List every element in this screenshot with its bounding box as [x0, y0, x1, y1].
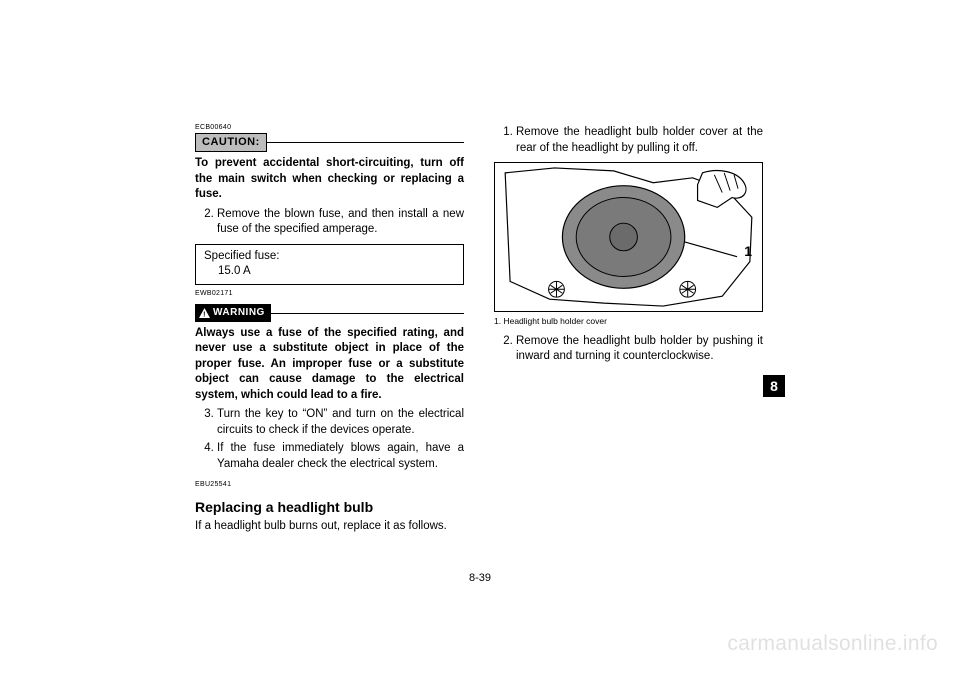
right-column: Remove the headlight bulb holder cover a… — [494, 123, 763, 538]
headlight-illustration — [495, 163, 762, 311]
warning-label: WARNING — [213, 306, 265, 320]
warning-triangle-icon: ! — [199, 308, 210, 318]
right-step-2: Remove the headlight bulb holder by push… — [516, 334, 763, 365]
step-4: If the fuse immediately blows again, hav… — [217, 441, 464, 472]
figure-callout-1: 1 — [744, 242, 752, 261]
section-refcode: EBU25541 — [195, 480, 464, 489]
figure-headlight-cover: 1 — [494, 162, 763, 312]
caution-rule — [267, 142, 464, 143]
caution-bar: CAUTION: — [195, 133, 464, 152]
chapter-tab: 8 — [763, 375, 785, 397]
warning-text: Always use a fuse of the specified ratin… — [195, 326, 464, 404]
step-2: Remove the blown fuse, and then install … — [217, 207, 464, 238]
figure-caption: 1. Headlight bulb holder cover — [494, 316, 763, 327]
page-number: 8-39 — [469, 572, 491, 584]
svg-text:!: ! — [203, 312, 206, 319]
right-step-1: Remove the headlight bulb holder cover a… — [516, 125, 763, 156]
warning-label-box: ! WARNING — [195, 304, 271, 322]
spec-value: 15.0 A — [218, 264, 455, 280]
page-body: ECB00640 CAUTION: To prevent accidental … — [195, 123, 763, 538]
fuse-steps-b: Turn the key to “ON” and turn on the ele… — [195, 407, 464, 472]
section-title: Replacing a headlight bulb — [195, 498, 464, 517]
caution-refcode: ECB00640 — [195, 123, 464, 132]
warning-bar: ! WARNING — [195, 304, 464, 322]
spec-box: Specified fuse: 15.0 A — [195, 244, 464, 285]
watermark: carmanualsonline.info — [727, 632, 938, 656]
spec-label: Specified fuse: — [204, 249, 455, 265]
headlight-steps-a: Remove the headlight bulb holder cover a… — [494, 125, 763, 156]
warning-rule — [271, 313, 464, 314]
step-3: Turn the key to “ON” and turn on the ele… — [217, 407, 464, 438]
caution-text: To prevent accidental short-circuiting, … — [195, 156, 464, 203]
headlight-steps-b: Remove the headlight bulb holder by push… — [494, 334, 763, 365]
warning-refcode: EWB02171 — [195, 289, 464, 298]
left-column: ECB00640 CAUTION: To prevent accidental … — [195, 123, 464, 538]
fuse-steps-a: Remove the blown fuse, and then install … — [195, 207, 464, 238]
caution-label: CAUTION: — [195, 133, 267, 152]
section-intro: If a headlight bulb burns out, replace i… — [195, 519, 464, 535]
